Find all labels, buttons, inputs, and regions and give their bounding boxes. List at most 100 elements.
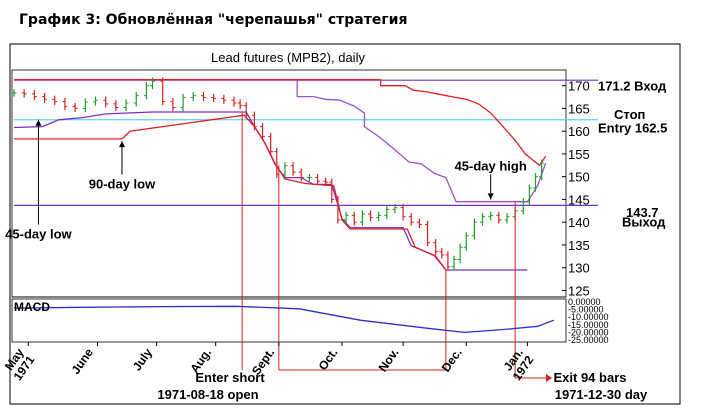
series-annotations: 45-day high 90-day low 45-day low bbox=[5, 119, 527, 242]
price-bar bbox=[260, 122, 266, 141]
price-bar bbox=[11, 89, 17, 97]
page-caption: График 3: Обновлённая "черепашья" страте… bbox=[19, 12, 408, 28]
price-bar bbox=[408, 213, 414, 226]
price-bar bbox=[451, 255, 457, 271]
y-tick-label: 135 bbox=[568, 238, 590, 253]
y-tick-label: 160 bbox=[568, 124, 590, 139]
price-bar bbox=[425, 220, 431, 247]
enter-short-label: Enter short bbox=[195, 370, 265, 385]
annotation-arrowhead-2 bbox=[35, 119, 42, 126]
series-line-0 bbox=[14, 79, 547, 203]
price-bar bbox=[392, 203, 398, 214]
level-label-3: 143.7 bbox=[626, 205, 659, 220]
price-bar bbox=[103, 96, 109, 108]
price-bar bbox=[82, 98, 88, 113]
y-tick-label: 165 bbox=[568, 101, 590, 116]
exit-arrow-head bbox=[546, 374, 552, 382]
y-tick-label: 170 bbox=[568, 79, 590, 94]
x-tick-label: July bbox=[130, 345, 155, 373]
x-tick-label: Dec. bbox=[439, 346, 465, 375]
price-bar bbox=[62, 97, 68, 111]
price-bar bbox=[416, 218, 422, 229]
level-label-4: Выход bbox=[622, 214, 666, 229]
price-bar bbox=[315, 173, 321, 185]
annotation-label-0: 45-day high bbox=[455, 158, 527, 173]
y-tick-label: 150 bbox=[568, 170, 590, 185]
price-bar bbox=[290, 162, 296, 176]
enter-date-label: 1971-08-18 open bbox=[157, 387, 258, 402]
price-bar bbox=[329, 178, 335, 204]
price-bars bbox=[11, 77, 545, 271]
price-bar bbox=[170, 97, 176, 112]
y-tick-label: 145 bbox=[568, 192, 590, 207]
macd-tick-label: -10.00000 bbox=[568, 312, 609, 322]
macd-tick-label: 0.00000 bbox=[568, 297, 601, 307]
macd-tick-label: -20.00000 bbox=[568, 327, 609, 337]
price-bar bbox=[298, 168, 304, 182]
price-bar bbox=[539, 159, 545, 181]
price-bar bbox=[221, 94, 227, 104]
price-bar bbox=[251, 111, 257, 131]
macd-plot: 0.00000-5.00000-10.00000-15.00000-20.000… bbox=[13, 297, 609, 345]
x-tick-label: June bbox=[68, 345, 96, 376]
price-bar bbox=[520, 198, 526, 215]
price-bar bbox=[488, 211, 494, 221]
price-bar bbox=[445, 251, 451, 271]
macd-tick-label: -25.00000 bbox=[568, 335, 609, 345]
annotation-arrowhead-1 bbox=[118, 141, 125, 148]
price-bar bbox=[343, 211, 349, 224]
level-label-1: Стоп bbox=[614, 107, 645, 122]
price-bar bbox=[150, 77, 156, 90]
x-tick-label: Jan.1972 bbox=[499, 345, 537, 383]
price-bar bbox=[433, 239, 439, 256]
annotation-label-1: 90-day low bbox=[89, 177, 156, 192]
price-bar bbox=[496, 211, 502, 224]
macd-tick-label: -15.00000 bbox=[568, 320, 609, 330]
price-bar bbox=[123, 99, 129, 112]
price-bar bbox=[92, 96, 98, 106]
macd-panel-frame bbox=[11, 298, 567, 343]
outer-frame bbox=[9, 43, 681, 405]
price-bar bbox=[504, 213, 510, 224]
macd-label: MACD bbox=[14, 300, 50, 314]
annotation-label-2: 45-day low bbox=[5, 227, 72, 242]
exit-bars-label: Exit 94 bars bbox=[554, 370, 627, 385]
x-tick-label: May1971 bbox=[0, 345, 38, 383]
price-bar bbox=[268, 132, 274, 156]
price-bar bbox=[52, 95, 58, 106]
macd-line bbox=[13, 305, 555, 334]
price-bar bbox=[306, 173, 312, 182]
level-label-2: Entry 162.5 bbox=[598, 121, 667, 136]
price-bar bbox=[21, 89, 27, 98]
price-bar bbox=[231, 96, 237, 107]
annotation-arrowhead-0 bbox=[487, 193, 494, 200]
price-bar bbox=[190, 92, 196, 102]
y-tick-label: 155 bbox=[568, 147, 590, 162]
level-label-0: 171.2 Вход bbox=[598, 79, 667, 94]
series-line-3 bbox=[14, 114, 447, 271]
price-bar bbox=[439, 248, 445, 259]
price-bar bbox=[533, 173, 539, 192]
trade-markers bbox=[241, 112, 552, 382]
price-bar bbox=[180, 93, 186, 112]
y-tick-label: 125 bbox=[568, 283, 590, 298]
price-bar bbox=[359, 210, 365, 226]
price-bar bbox=[526, 184, 532, 206]
price-bar bbox=[376, 211, 382, 222]
indicator-series bbox=[13, 79, 547, 271]
month-axis: May1971 June July Aug. Sept. Oct. Nov. Dec. Jan.… bbox=[0, 342, 537, 383]
macd-tick-label: -5.00000 bbox=[568, 305, 604, 315]
price-bar bbox=[133, 92, 139, 107]
price-bar bbox=[143, 82, 149, 100]
price-bar bbox=[335, 195, 341, 224]
price-bar bbox=[457, 243, 463, 264]
exit-date-label: 1971-12-30 day bbox=[555, 387, 648, 402]
price-bar bbox=[160, 77, 166, 106]
y-tick-label: 140 bbox=[568, 215, 590, 230]
price-bar bbox=[471, 218, 477, 240]
price-bar bbox=[200, 92, 206, 102]
price-bar bbox=[72, 102, 78, 113]
price-bar bbox=[368, 210, 374, 222]
